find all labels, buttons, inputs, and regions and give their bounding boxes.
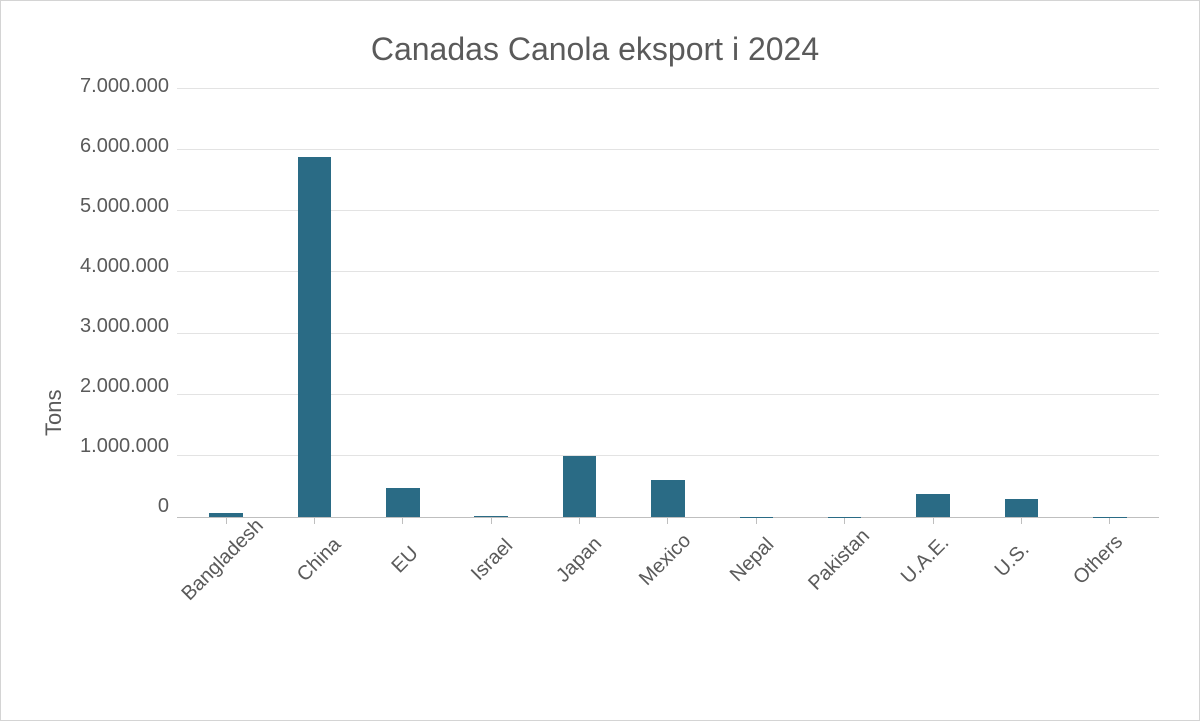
y-tick: 2.000.000: [80, 376, 169, 396]
x-tick-mark: [801, 518, 889, 524]
x-tick-mark: [712, 518, 800, 524]
bar-china: [298, 157, 332, 517]
chart-container: Canadas Canola eksport i 2024 Tons 7.000…: [0, 0, 1200, 721]
y-tick: 0: [158, 496, 169, 516]
y-tick: 3.000.000: [80, 316, 169, 336]
bar-slot: [359, 88, 447, 517]
bar-eu: [386, 488, 420, 517]
chart-title: Canadas Canola eksport i 2024: [31, 31, 1159, 68]
x-tick-marks: [177, 518, 1159, 524]
plot-wrapper: BangladeshChinaEUIsraelJapanMexicoNepalP…: [177, 88, 1159, 638]
x-tick-mark: [447, 518, 535, 524]
x-axis-ticks: BangladeshChinaEUIsraelJapanMexicoNepalP…: [177, 532, 1159, 555]
bar-slot: [447, 88, 535, 517]
x-tick-label: EU: [367, 521, 445, 599]
bar-slot: [889, 88, 977, 517]
x-tick-label: Pakistan: [800, 521, 878, 599]
bar-slot: [801, 88, 889, 517]
x-tick-label: China: [280, 521, 358, 599]
bar-israel: [474, 516, 508, 517]
chart-body: Tons 7.000.0006.000.0005.000.0004.000.00…: [31, 88, 1159, 638]
x-tick-mark: [535, 518, 623, 524]
x-tick-mark: [977, 518, 1065, 524]
bar-slot: [624, 88, 712, 517]
y-tick: 5.000.000: [80, 196, 169, 216]
bar-slot: [535, 88, 623, 517]
bar-slot: [1066, 88, 1154, 517]
x-tick-mark: [889, 518, 977, 524]
x-tick-mark: [624, 518, 712, 524]
x-tick-label: Israel: [454, 521, 532, 599]
bar-japan: [563, 456, 597, 517]
y-tick: 4.000.000: [80, 256, 169, 276]
bar-u-s-: [1005, 499, 1039, 517]
y-tick: 6.000.000: [80, 136, 169, 156]
x-tick-label: Bangladesh: [177, 515, 268, 606]
x-tick-label: Others: [1060, 521, 1138, 599]
bar-slot: [977, 88, 1065, 517]
bars-container: [177, 88, 1159, 517]
plot-area: [177, 88, 1159, 518]
y-tick: 7.000.000: [80, 76, 169, 96]
x-tick-mark: [1066, 518, 1154, 524]
x-tick-label: U.S.: [973, 521, 1051, 599]
y-tick: 1.000.000: [80, 436, 169, 456]
y-axis-ticks: 7.000.000 6.000.000 5.000.000 4.000.000 3.00…: [67, 76, 177, 516]
x-tick-label: Mexico: [627, 521, 705, 599]
x-tick-label: Nepal: [714, 521, 792, 599]
x-tick-label: U.A.E.: [887, 521, 965, 599]
x-tick-mark: [270, 518, 358, 524]
bar-slot: [270, 88, 358, 517]
x-tick-label: Japan: [540, 521, 618, 599]
x-tick-mark: [359, 518, 447, 524]
bar-slot: [712, 88, 800, 517]
bar-u-a-e-: [916, 494, 950, 517]
bar-mexico: [651, 480, 685, 517]
y-axis-label: Tons: [31, 88, 67, 638]
bar-bangladesh: [209, 513, 243, 517]
bar-slot: [182, 88, 270, 517]
